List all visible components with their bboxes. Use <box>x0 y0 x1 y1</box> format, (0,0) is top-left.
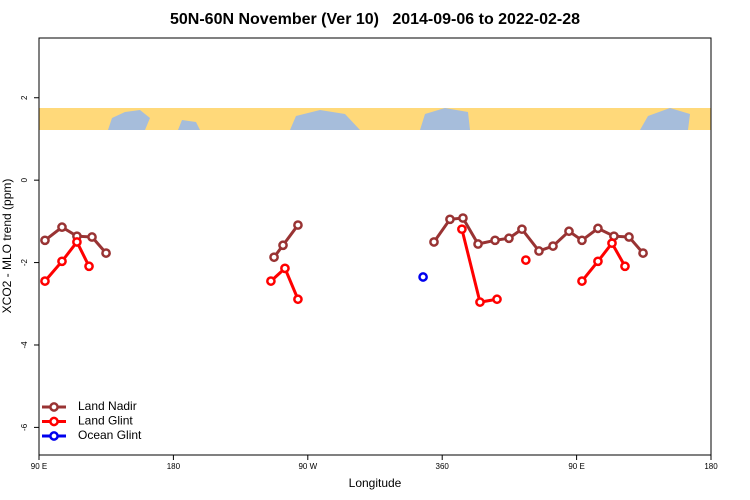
point <box>520 255 531 265</box>
point <box>473 239 483 249</box>
point <box>293 220 303 230</box>
point <box>269 252 279 263</box>
point <box>492 294 502 305</box>
legend-label: Ocean Glint <box>78 428 142 442</box>
point <box>624 232 634 242</box>
point <box>278 240 288 251</box>
x-tick-label: 90 E <box>568 462 584 471</box>
point <box>620 261 630 272</box>
y-tick-label: 2 <box>20 95 29 100</box>
y-tick-label: -2 <box>20 258 29 266</box>
point <box>457 224 467 235</box>
point <box>418 272 428 282</box>
point <box>72 237 82 247</box>
x-tick-label: 90 E <box>31 462 47 471</box>
point <box>57 256 67 267</box>
legend-marker <box>49 416 59 427</box>
x-tick-label: 360 <box>436 462 450 471</box>
point <box>577 276 587 286</box>
point <box>564 226 574 237</box>
chart-title: 50N-60N November (Ver 10) 2014-09-06 to … <box>170 11 580 28</box>
point <box>429 237 439 247</box>
point <box>504 233 514 244</box>
point <box>445 214 455 225</box>
point <box>577 235 587 246</box>
y-tick-label: 0 <box>20 177 29 182</box>
legend-label: Land Glint <box>78 414 133 428</box>
point <box>40 235 50 246</box>
map-strip <box>39 108 711 130</box>
plot-frame <box>38 37 712 456</box>
y-axis-label: XCO2 - MLO trend (ppm) <box>0 179 14 314</box>
point <box>266 276 276 286</box>
point <box>101 248 111 258</box>
point <box>490 235 500 246</box>
point <box>517 224 527 235</box>
series-line <box>44 216 645 259</box>
point <box>293 294 303 305</box>
point <box>593 256 603 267</box>
point <box>84 261 94 272</box>
point <box>458 213 468 223</box>
legend-label: Land Nadir <box>78 399 137 413</box>
y-tick-label: -4 <box>20 341 29 349</box>
legend-marker <box>49 402 59 412</box>
point <box>475 297 485 307</box>
x-tick-label: 180 <box>704 462 718 471</box>
x-tick-label: 180 <box>167 462 181 471</box>
point <box>280 263 290 274</box>
point <box>87 232 97 242</box>
x-tick-label: 90 W <box>298 462 317 471</box>
point <box>593 223 603 234</box>
y-tick-label: -6 <box>20 423 29 431</box>
series-line <box>43 228 627 304</box>
point <box>57 222 67 232</box>
legend-marker <box>49 431 59 441</box>
x-axis-label: Longitude <box>349 476 402 490</box>
point <box>607 238 617 249</box>
point <box>638 248 648 258</box>
point <box>534 246 544 256</box>
point <box>548 241 558 251</box>
point <box>40 276 50 286</box>
